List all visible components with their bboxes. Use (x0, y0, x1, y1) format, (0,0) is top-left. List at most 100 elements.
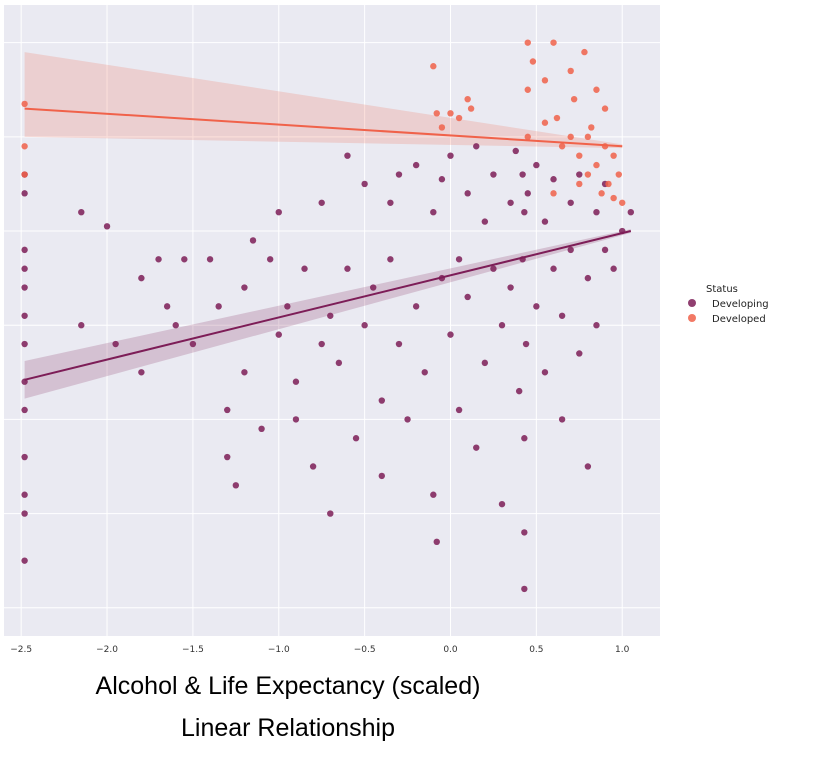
developing-point-79 (498, 322, 506, 329)
developing-point-40 (309, 463, 317, 470)
developed-point-11 (524, 86, 531, 93)
developing-point-45 (335, 359, 343, 367)
developing-point-78 (490, 171, 497, 178)
developing-point-5 (21, 340, 28, 348)
x-tick-label-3: −1.0 (268, 645, 290, 655)
developing-point-106 (584, 463, 592, 470)
developing-point-84 (515, 387, 523, 395)
developed-point-31 (610, 194, 617, 202)
plot-area (4, 5, 660, 636)
developed-point-17 (558, 143, 566, 150)
developing-point-100 (558, 312, 566, 319)
developed-point-34 (567, 133, 574, 141)
developing-point-61 (421, 369, 428, 376)
developing-point-96 (541, 218, 549, 225)
developing-point-29 (241, 284, 248, 291)
developed-point-9 (467, 105, 475, 112)
developed-point-16 (553, 114, 561, 122)
developed-regression-line (24, 107, 623, 148)
chart-caption-line-1: Alcohol & Life Expectancy (scaled) (95, 672, 481, 700)
developing-point-103 (576, 350, 583, 357)
developed-point-12 (524, 133, 531, 141)
developing-point-97 (550, 265, 557, 272)
developing-point-14 (78, 322, 85, 329)
developing-point-70 (455, 406, 463, 414)
developing-regression-line (24, 230, 632, 381)
developing-point-56 (395, 340, 403, 348)
developed-point-18 (567, 67, 574, 75)
developed-point-7 (455, 114, 463, 122)
developed-point-28 (601, 105, 609, 112)
developing-point-102 (567, 246, 574, 254)
developing-point-53 (378, 472, 386, 480)
developed-point-4 (433, 110, 440, 117)
developing-point-33 (266, 256, 274, 263)
developing-point-49 (361, 322, 368, 329)
x-tick-label-7: 1.0 (615, 645, 630, 655)
developed-point-23 (588, 124, 595, 131)
developed-point-24 (593, 161, 600, 169)
developing-point-37 (292, 378, 300, 385)
developing-point-54 (387, 199, 394, 206)
developing-point-20 (163, 303, 171, 310)
developing-point-55 (387, 256, 394, 263)
developing-point-0 (21, 284, 28, 291)
developing-point-83 (512, 147, 519, 155)
developing-point-41 (318, 340, 325, 348)
developing-point-88 (521, 529, 528, 536)
developing-point-23 (189, 340, 197, 348)
developing-point-50 (361, 180, 368, 188)
developing-point-98 (550, 176, 557, 183)
developing-point-74 (473, 143, 480, 150)
chart-caption-line-2: Linear Relationship (180, 714, 396, 742)
legend-marker-developed (688, 314, 696, 322)
developing-point-16 (112, 340, 119, 348)
developing-point-69 (455, 256, 463, 263)
developing-point-25 (215, 303, 222, 310)
developed-point-2 (21, 171, 28, 178)
developing-point-9 (21, 557, 28, 564)
developing-point-28 (232, 482, 240, 489)
developing-point-63 (430, 491, 437, 498)
developing-point-38 (292, 416, 300, 423)
developed-point-14 (541, 77, 549, 84)
developing-point-48 (352, 435, 360, 442)
developed-point-15 (550, 39, 557, 46)
developing-point-87 (521, 435, 528, 442)
developed-point-38 (541, 119, 549, 126)
legend-label-developed: Developed (712, 314, 766, 325)
developing-point-57 (395, 171, 403, 178)
developing-point-59 (412, 303, 420, 310)
developing-point-81 (507, 199, 514, 206)
developing-point-92 (524, 190, 531, 197)
developing-point-108 (593, 322, 600, 329)
developing-point-65 (438, 176, 446, 183)
developed-point-13 (529, 58, 537, 65)
x-tick-label-2: −1.5 (182, 645, 204, 655)
developing-point-11 (21, 406, 28, 414)
developed-point-32 (615, 171, 622, 178)
developing-point-39 (301, 265, 308, 272)
developed-point-0 (21, 100, 28, 108)
developing-point-35 (275, 331, 282, 338)
x-tick-label-1: −2.0 (96, 645, 118, 655)
developed-point-10 (524, 39, 531, 46)
developing-point-72 (464, 293, 471, 301)
developed-point-30 (610, 152, 617, 159)
developed-point-33 (619, 199, 626, 206)
developing-point-71 (464, 190, 471, 197)
legend-title: Status (706, 284, 738, 295)
developed-point-36 (576, 180, 583, 188)
regression-lines (24, 107, 632, 381)
developing-point-51 (370, 284, 377, 291)
developed-point-26 (598, 190, 605, 197)
developing-point-46 (344, 265, 351, 272)
x-tick-label-4: −0.5 (354, 645, 376, 655)
developing-point-19 (155, 256, 162, 263)
developed-point-25 (593, 86, 600, 93)
developing-point-104 (576, 171, 583, 178)
developed-point-5 (438, 124, 446, 131)
developing-point-1 (21, 246, 28, 254)
developing-point-109 (601, 246, 609, 254)
developing-point-62 (430, 208, 437, 216)
